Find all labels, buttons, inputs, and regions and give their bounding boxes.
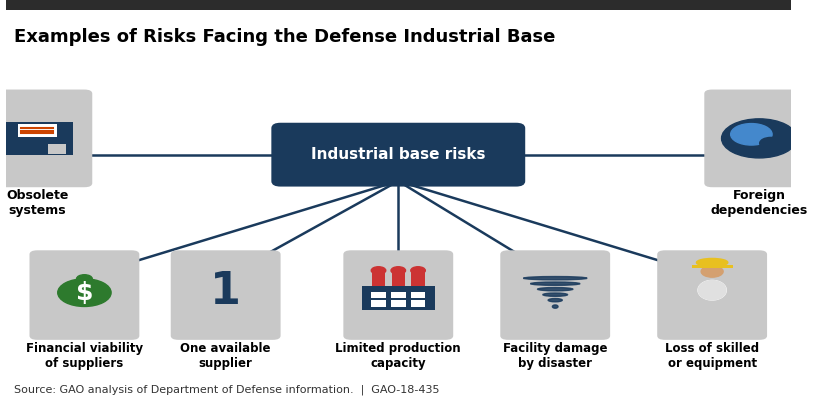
FancyBboxPatch shape [344, 250, 453, 340]
FancyBboxPatch shape [371, 292, 386, 298]
Text: Loss of skilled
or equipment: Loss of skilled or equipment [665, 342, 759, 370]
Circle shape [759, 138, 782, 149]
FancyBboxPatch shape [48, 144, 66, 154]
Circle shape [391, 267, 405, 274]
Text: Limited production
capacity: Limited production capacity [335, 342, 461, 370]
Circle shape [701, 266, 723, 277]
FancyBboxPatch shape [391, 300, 405, 307]
Text: Obsolete
systems: Obsolete systems [7, 189, 68, 217]
Text: 1: 1 [210, 269, 241, 313]
FancyBboxPatch shape [171, 250, 281, 340]
FancyBboxPatch shape [18, 124, 57, 137]
Ellipse shape [537, 287, 573, 291]
Circle shape [371, 267, 386, 274]
Ellipse shape [523, 276, 587, 280]
FancyBboxPatch shape [704, 90, 814, 187]
Circle shape [721, 119, 797, 158]
Ellipse shape [548, 298, 562, 302]
Text: Industrial base risks: Industrial base risks [311, 147, 485, 162]
Ellipse shape [543, 293, 567, 296]
Text: One available
supplier: One available supplier [181, 342, 271, 370]
FancyBboxPatch shape [371, 300, 386, 307]
Text: Source: GAO analysis of Department of Defense information.  |  GAO-18-435: Source: GAO analysis of Department of De… [14, 384, 440, 395]
Circle shape [731, 124, 772, 145]
FancyBboxPatch shape [29, 250, 139, 340]
Ellipse shape [697, 258, 728, 267]
FancyBboxPatch shape [411, 292, 425, 298]
Circle shape [58, 279, 111, 306]
FancyBboxPatch shape [362, 286, 435, 310]
FancyBboxPatch shape [411, 271, 425, 286]
Ellipse shape [698, 280, 726, 300]
Text: Facility damage
by disaster: Facility damage by disaster [503, 342, 607, 370]
FancyBboxPatch shape [657, 250, 767, 340]
Circle shape [77, 275, 92, 283]
Ellipse shape [698, 280, 726, 300]
FancyBboxPatch shape [411, 300, 425, 307]
FancyBboxPatch shape [692, 265, 733, 268]
Text: Examples of Risks Facing the Defense Industrial Base: Examples of Risks Facing the Defense Ind… [14, 28, 555, 46]
FancyBboxPatch shape [501, 250, 610, 340]
Text: Foreign
dependencies: Foreign dependencies [711, 189, 807, 217]
Ellipse shape [531, 282, 580, 285]
Ellipse shape [553, 305, 558, 308]
FancyBboxPatch shape [0, 90, 92, 187]
FancyBboxPatch shape [2, 122, 72, 155]
Circle shape [411, 267, 425, 274]
FancyBboxPatch shape [391, 292, 405, 298]
FancyBboxPatch shape [273, 124, 524, 185]
Text: Financial viability
of suppliers: Financial viability of suppliers [26, 342, 143, 370]
FancyBboxPatch shape [392, 271, 405, 286]
FancyBboxPatch shape [372, 271, 385, 286]
FancyBboxPatch shape [6, 0, 790, 10]
Text: $: $ [76, 282, 93, 305]
